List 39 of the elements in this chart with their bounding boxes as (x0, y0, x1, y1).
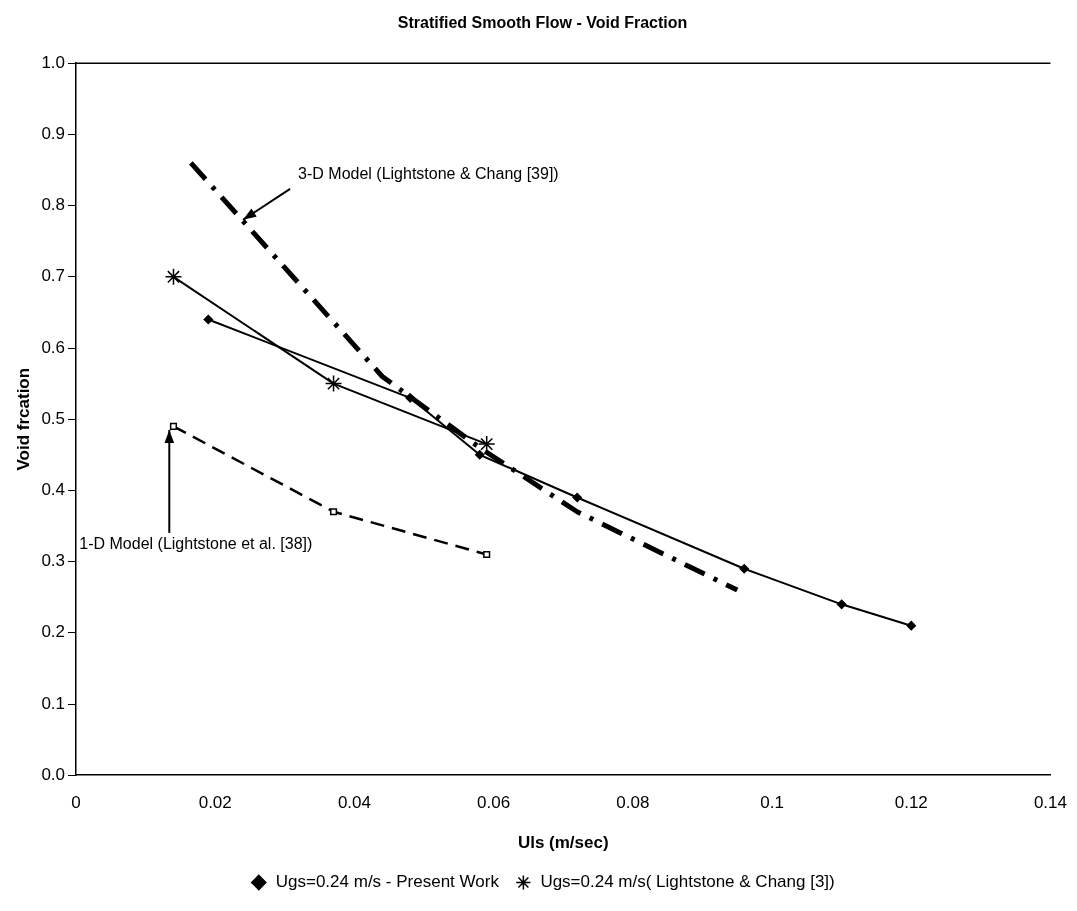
x-tick-label: 0.14 (1033, 793, 1067, 813)
y-tick-label: 0.6 (41, 337, 66, 357)
point (906, 620, 916, 631)
x-tick-label: 0.08 (616, 793, 650, 813)
y-tick-label: 0.4 (41, 480, 66, 500)
y-tick-label: 0.8 (41, 195, 66, 215)
legend-label: Ugs=0.24 m/s - Present Work (275, 872, 500, 892)
y-tick-label: 0.2 (41, 622, 66, 642)
x-tick-label: 0.04 (337, 793, 371, 813)
point (164, 268, 183, 286)
point (169, 422, 178, 430)
y-tick-label: 1.0 (41, 52, 66, 72)
x-axis-title: Uls (m/sec) (517, 833, 609, 853)
point (572, 492, 582, 503)
point (329, 508, 338, 516)
point (405, 393, 415, 403)
point (739, 563, 749, 574)
chart-title: Stratified Smooth Flow - Void Fraction (397, 14, 688, 32)
x-tick-label: 0.06 (477, 793, 511, 813)
point (203, 314, 214, 325)
annotation: 3-D Model (Lightstone & Chang [39]) (298, 165, 559, 183)
y-tick-label: 0.3 (41, 551, 66, 571)
x-tick-label: 0.12 (894, 793, 928, 813)
y-tick-label: 0.5 (41, 408, 66, 428)
x-tick-label: 0.1 (760, 793, 784, 813)
y-tick-label: 0.9 (41, 124, 66, 144)
point (477, 435, 496, 453)
y-tick-label: 0.0 (41, 764, 66, 784)
point (324, 374, 343, 393)
point (836, 599, 847, 610)
y-tick-label: 0.1 (41, 693, 66, 713)
point (483, 550, 491, 559)
legend-label: Ugs=0.24 m/s( Lightstone & Chang [3]) (540, 872, 835, 892)
y-axis-title: Void frcation (13, 367, 33, 471)
y-tick-label: 0.7 (41, 266, 66, 286)
point (474, 450, 485, 460)
x-tick-label: 0.02 (198, 793, 232, 813)
x-tick-label: 0 (71, 793, 81, 813)
annotation: 1-D Model (Lightstone et al. [38]) (79, 535, 313, 553)
